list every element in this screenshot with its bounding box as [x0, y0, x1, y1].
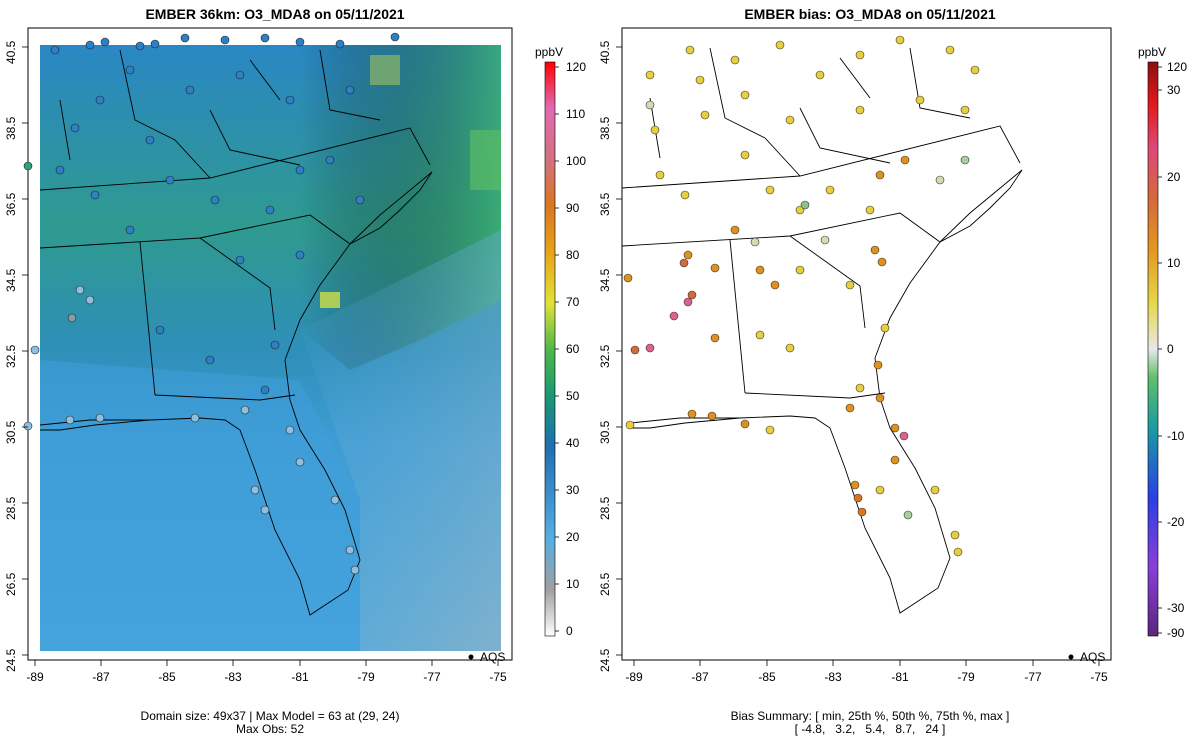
right-y-tick-5: 32.5: [598, 344, 612, 368]
left-cb-tick-60: 60: [566, 342, 580, 356]
left-cb-tick-40: 40: [566, 436, 580, 450]
left-aqs-points: [23, 32, 400, 575]
right-y-tick-6: 30.5: [598, 420, 612, 444]
left-aqs-legend-label: AQS: [480, 650, 506, 664]
left-cb-tick-10: 10: [566, 577, 580, 591]
left-y-tick-3: 36.5: [4, 192, 18, 216]
right-y-tick-8: 26.5: [598, 572, 612, 596]
right-y-tick-9: 24.5: [598, 648, 612, 672]
right-aqs-legend-label: AQS: [1080, 650, 1106, 664]
left-model-field: [40, 45, 501, 651]
right-footer-line2: [ -4.8, 3.2, 5.4, 8.7, 24 ]: [794, 722, 946, 736]
left-y-tick-5: 32.5: [4, 344, 18, 368]
left-cb-tick-110: 110: [566, 107, 586, 121]
right-y-tick-1: 40.5: [598, 40, 612, 64]
right-colorbar: [1147, 61, 1162, 637]
left-x-tick-7: -77: [423, 670, 441, 684]
left-y-tick-6: 30.5: [4, 420, 18, 444]
right-y-tick-2: 38.5: [598, 116, 612, 140]
left-y-tick-1: 40.5: [4, 40, 18, 64]
right-footer-line1: Bias Summary: [ min, 25th %, 50th %, 75t…: [730, 709, 1010, 723]
left-x-tick-4: -83: [224, 670, 242, 684]
right-y-tick-3: 36.5: [598, 192, 612, 216]
left-cb-tick-100: 100: [566, 154, 587, 168]
left-aqs-legend-dot: [468, 654, 474, 660]
left-footer-line2: Max Obs: 52: [235, 722, 305, 736]
left-cb-tick-90: 90: [566, 201, 580, 215]
left-x-tick-1: -89: [26, 670, 44, 684]
left-cb-tick-30: 30: [566, 483, 580, 497]
right-cb-tick-20: 20: [1167, 170, 1181, 184]
right-cb-tick-neg90: -90: [1167, 626, 1185, 640]
right-x-tick-4: -83: [824, 670, 842, 684]
left-cb-tick-50: 50: [566, 389, 580, 403]
left-panel-title: EMBER 36km: O3_MDA8 on 05/11/2021: [145, 6, 405, 22]
left-x-tick-3: -85: [158, 670, 176, 684]
right-state-borders: [621, 47, 1023, 614]
left-cb-tick-80: 80: [566, 248, 580, 262]
left-y-tick-8: 26.5: [4, 572, 18, 596]
right-x-tick-8: -75: [1090, 670, 1108, 684]
right-x-tick-6: -79: [957, 670, 975, 684]
right-cb-tick-30: 30: [1167, 83, 1181, 97]
right-x-tick-5: -81: [891, 670, 909, 684]
right-bias-points: [623, 35, 980, 557]
right-x-tick-3: -85: [758, 670, 776, 684]
left-cb-tick-70: 70: [566, 295, 580, 309]
left-colorbar: [544, 61, 559, 637]
left-y-tick-2: 38.5: [4, 116, 18, 140]
right-y-tick-7: 28.5: [598, 496, 612, 520]
right-aqs-legend-dot: [1068, 654, 1074, 660]
right-y-tick-4: 34.5: [598, 268, 612, 292]
right-x-tick-7: -77: [1024, 670, 1042, 684]
right-x-tick-2: -87: [691, 670, 709, 684]
left-x-tick-6: -79: [357, 670, 375, 684]
left-state-borders: [39, 49, 433, 616]
left-y-tick-9: 24.5: [4, 648, 18, 672]
right-x-tick-1: -89: [625, 670, 643, 684]
left-x-tick-5: -81: [291, 670, 309, 684]
right-cb-tick-neg30: -30: [1167, 601, 1185, 615]
right-cb-tick-neg10: -10: [1167, 429, 1185, 443]
left-cb-tick-120: 120: [566, 60, 587, 74]
left-x-tick-2: -87: [92, 670, 110, 684]
right-panel-title: EMBER bias: O3_MDA8 on 05/11/2021: [744, 6, 996, 22]
right-cb-tick-neg20: -20: [1167, 515, 1185, 529]
left-y-tick-7: 28.5: [4, 496, 18, 520]
right-cb-tick-10: 10: [1167, 256, 1181, 270]
left-colorbar-unit: ppbV: [535, 45, 564, 59]
right-cb-tick-0: 0: [1167, 342, 1174, 356]
right-colorbar-unit: ppbV: [1138, 45, 1167, 59]
right-cb-tick-120: 120: [1167, 60, 1188, 74]
left-x-tick-8: -75: [489, 670, 507, 684]
right-axis-ticks: [616, 46, 1100, 666]
left-footer-line1: Domain size: 49x37 | Max Model = 63 at (…: [140, 709, 400, 723]
left-cb-tick-0: 0: [566, 624, 573, 638]
left-cb-tick-20: 20: [566, 530, 580, 544]
right-plot-frame: [621, 27, 1112, 661]
left-y-tick-4: 34.5: [4, 268, 18, 292]
left-axis-ticks: [22, 46, 499, 666]
